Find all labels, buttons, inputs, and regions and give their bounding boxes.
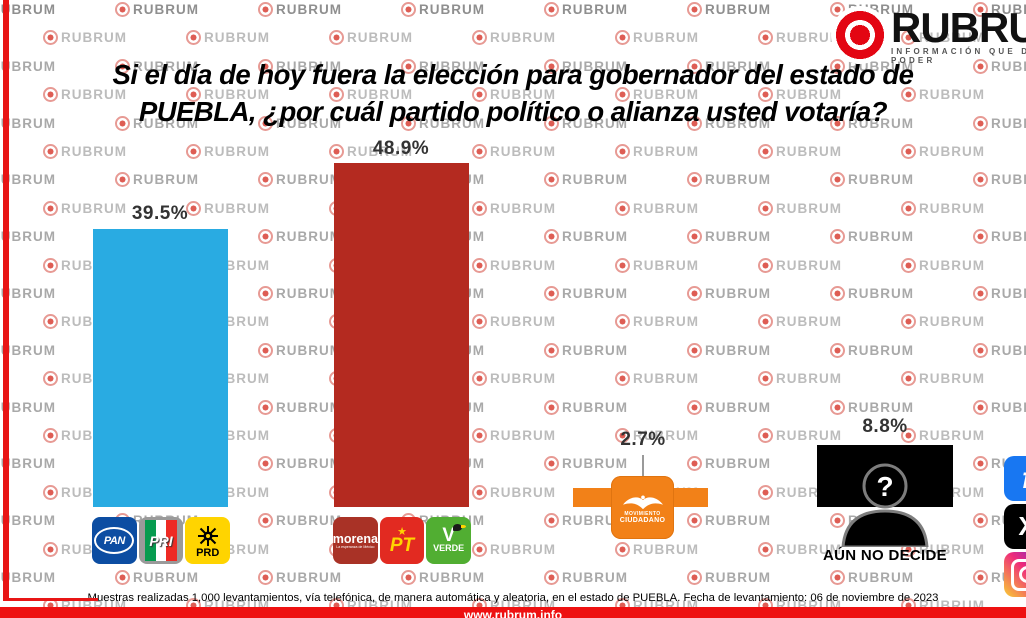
brand-name: RUBRUM (891, 4, 1026, 51)
x-glyph: X (1018, 511, 1026, 542)
prd-logo: PRD (185, 517, 231, 564)
morena-tagline: La esperanza de México (336, 544, 375, 549)
leader-line-movimiento-ciudadano (642, 455, 644, 490)
bar-morena-pt-verde (334, 163, 469, 507)
title-line-2: PUEBLA, ¿por cuál partido político o ali… (138, 96, 888, 127)
pan-oval: PAN (94, 527, 135, 554)
verde-label: VERDE (433, 543, 465, 553)
prd-label: PRD (196, 546, 220, 559)
pri-tricolor (144, 520, 178, 561)
pri-label: PRI (149, 532, 173, 549)
morena-label: morena (333, 531, 378, 546)
poll-question-title: Si el día de hoy fuera la elección para … (30, 56, 996, 130)
morena-logo: morena La esperanza de México (333, 517, 378, 564)
value-label-morena-pt-verde: 48.9% (372, 138, 430, 159)
pt-logo: ★ PT (379, 517, 425, 564)
pt-label: PT (389, 534, 415, 556)
left-red-stripe-foot (3, 598, 98, 601)
website-url: www.rubrum.info (463, 608, 563, 618)
pt-star-icon: ★ (397, 525, 407, 538)
facebook-glyph: f (1022, 462, 1026, 496)
instagram-camera-lens (1018, 566, 1026, 583)
left-red-stripe (3, 0, 9, 601)
website-bar: www.rubrum.info (0, 607, 1026, 618)
prd-sun-icon (197, 525, 218, 546)
instagram-camera-frame (1011, 558, 1026, 591)
mc-eagle-icon (622, 495, 663, 509)
x-twitter-icon[interactable]: X (1004, 504, 1026, 549)
value-label-pan-pri-prd: 39.5% (131, 203, 189, 224)
methodology-note: Muestras realizadas 1,000 levantamientos… (87, 592, 939, 604)
mc-label-line1: MOVIMIENTO (624, 510, 661, 517)
pri-logo: PRI (138, 517, 184, 564)
verde-toucan-icon (453, 524, 467, 531)
title-line-1: Si el día de hoy fuera la elección para … (112, 59, 914, 90)
value-label-aun-no-decide: 8.8% (862, 416, 908, 437)
brand-tagline: INFORMACIÓN QUE DA PODER (891, 47, 1026, 65)
bar-pan-pri-prd (93, 229, 228, 507)
svg-text:?: ? (876, 471, 893, 502)
value-label-movimiento-ciudadano: 2.7% (620, 429, 666, 450)
alliance-logos-morena-pt-verde: morena La esperanza de México ★ PT V VER… (333, 517, 472, 564)
mc-label-line2: CIUDADANO (619, 516, 666, 524)
undecided-label: AÚN NO DECIDE (823, 547, 947, 564)
movimiento-ciudadano-logo: MOVIMIENTO CIUDADANO (611, 476, 674, 539)
alliance-logos-pan-pri-prd: PAN PRI PRD (92, 517, 231, 564)
verde-v-mark: V (442, 524, 467, 545)
pan-label: PAN (103, 534, 125, 547)
pan-logo: PAN (92, 517, 137, 564)
undecided-person-icon: ? (841, 463, 929, 547)
facebook-icon[interactable]: f (1004, 456, 1026, 501)
instagram-icon[interactable] (1004, 552, 1026, 597)
verde-logo: V VERDE (426, 517, 472, 564)
